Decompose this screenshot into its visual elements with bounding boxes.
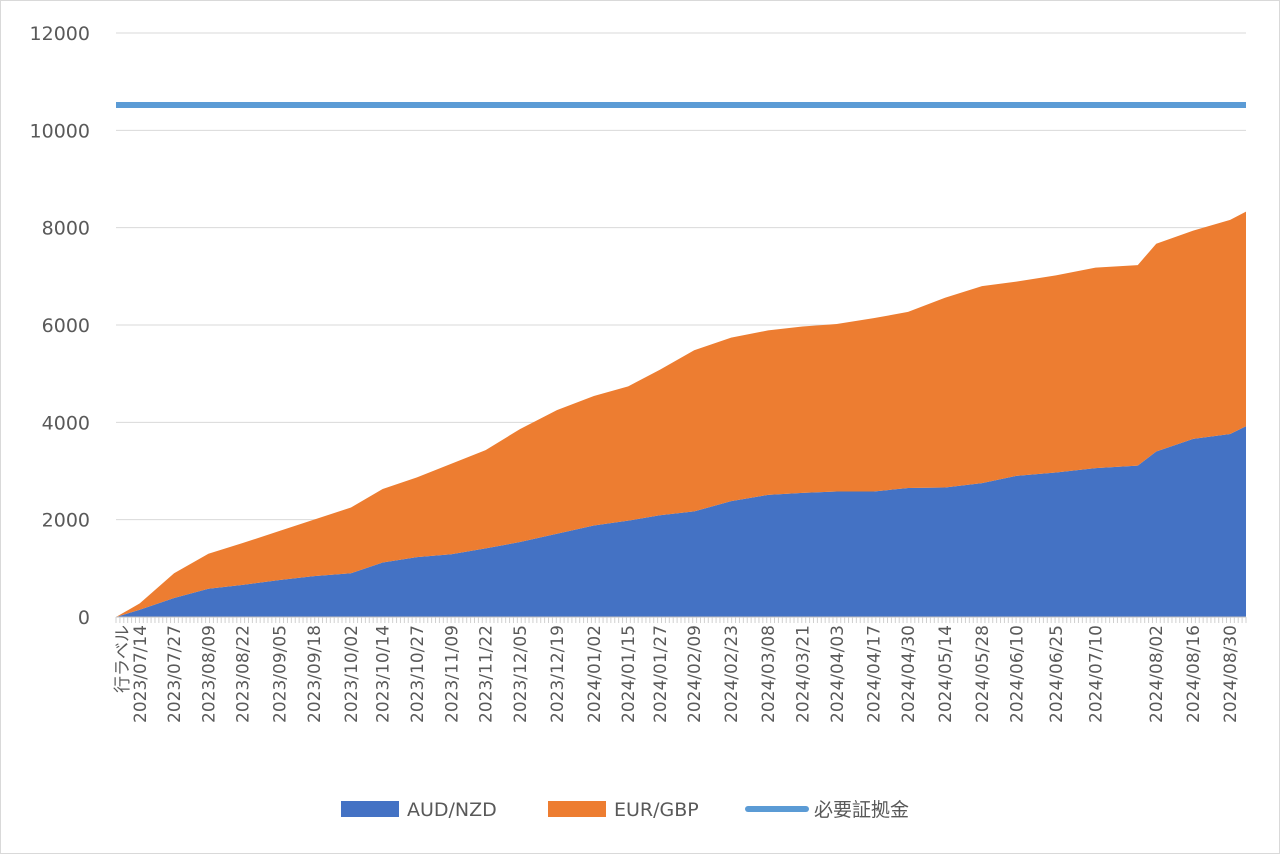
x-tick-label: 2023/11/22 — [477, 625, 497, 723]
legend-label-必要証拠金: 必要証拠金 — [814, 799, 909, 821]
x-tick-label: 2024/02/23 — [722, 625, 742, 723]
legend: AUD/NZD EUR/GBP 必要証拠金 — [341, 799, 909, 821]
x-tick-label: 2023/11/09 — [442, 625, 462, 723]
y-tick-label-0: 0 — [78, 607, 90, 629]
x-tick-label: 2024/04/03 — [828, 625, 848, 723]
y-tick-label-10000: 10000 — [30, 120, 90, 142]
x-tick-label: 2024/05/28 — [973, 625, 993, 723]
legend-label-AUD/NZD: AUD/NZD — [407, 799, 497, 821]
x-tick-label: 2024/01/02 — [585, 625, 605, 723]
x-tick-label: 2023/09/18 — [305, 625, 325, 723]
x-tick-label: 2023/10/02 — [342, 625, 362, 723]
x-tick-label: 2024/03/08 — [759, 625, 779, 723]
x-tick-label: 2023/09/05 — [271, 625, 291, 723]
area-series-AUD/NZD — [116, 426, 1246, 617]
legend-label-EUR/GBP: EUR/GBP — [614, 799, 699, 821]
x-tick-label: 2023/12/19 — [548, 625, 568, 723]
y-tick-label-12000: 12000 — [30, 23, 90, 45]
x-axis — [115, 616, 1247, 623]
x-tick-label: 2024/05/14 — [936, 625, 956, 723]
x-tick-label: 2024/01/15 — [619, 625, 639, 723]
x-header-label: 行ラベル — [113, 625, 133, 693]
x-tick-label: 2024/08/16 — [1184, 625, 1204, 723]
x-tick-label: 2024/04/17 — [865, 625, 885, 723]
y-axis-tick-labels: 0 2000 4000 6000 8000 10000 12000 — [30, 23, 90, 629]
legend-swatch-AUD/NZD — [341, 801, 399, 817]
x-tick-label: 2024/02/09 — [685, 625, 705, 723]
x-tick-label: 2023/08/09 — [199, 625, 219, 723]
area-series-EUR/GBP — [116, 211, 1246, 617]
legend-swatch-EUR/GBP — [548, 801, 606, 817]
x-tick-label: 2024/04/30 — [899, 625, 919, 723]
y-tick-label-4000: 4000 — [42, 412, 90, 434]
x-tick-label: 2024/06/25 — [1047, 625, 1067, 723]
x-tick-label: 2024/06/10 — [1007, 625, 1027, 723]
x-tick-label: 2024/03/21 — [793, 625, 813, 723]
x-tick-label: 2023/08/22 — [234, 625, 254, 723]
y-tick-label-2000: 2000 — [42, 510, 90, 532]
x-tick-label: 2023/07/27 — [165, 625, 185, 723]
x-tick-label: 2023/12/05 — [511, 625, 531, 723]
y-tick-label-6000: 6000 — [42, 315, 90, 337]
x-tick-label: 2024/01/27 — [651, 625, 671, 723]
x-tick-label: 2023/10/27 — [408, 625, 428, 723]
y-tick-label-8000: 8000 — [42, 218, 90, 240]
area-series-layer — [116, 211, 1246, 617]
x-tick-label: 2024/08/30 — [1221, 625, 1241, 723]
x-tick-label: 2023/07/14 — [131, 625, 151, 723]
x-tick-label: 2023/10/14 — [374, 625, 394, 723]
x-tick-label: 2024/07/10 — [1087, 625, 1107, 723]
x-tick-label: 2024/08/02 — [1147, 625, 1167, 723]
